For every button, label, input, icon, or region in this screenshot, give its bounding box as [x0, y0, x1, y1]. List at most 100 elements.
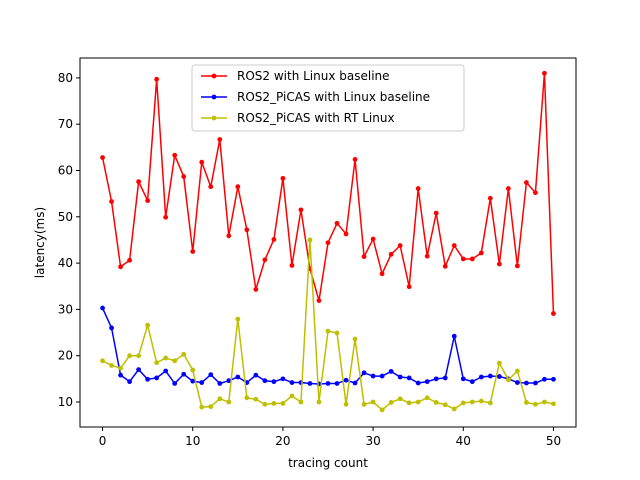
data-point [199, 159, 205, 165]
data-point [334, 381, 340, 386]
legend-label: ROS2 with Linux baseline [237, 69, 390, 83]
legend-box [191, 64, 465, 132]
axes: 0 10 20 30 40 50 10 20 30 40 50 60 70 80 [58, 57, 577, 448]
data-point [442, 263, 448, 269]
data-point [542, 399, 547, 405]
data-point [280, 175, 286, 181]
data-point [136, 179, 142, 185]
data-point [217, 381, 223, 386]
data-point [460, 400, 466, 406]
data-point [343, 231, 349, 237]
data-point [533, 380, 538, 386]
data-point [514, 380, 520, 385]
data-point [469, 256, 475, 262]
data-point [542, 70, 547, 76]
data-point [433, 400, 439, 405]
data-point [352, 336, 358, 342]
data-point [551, 311, 556, 316]
data-point [208, 184, 214, 190]
data-point [316, 298, 322, 303]
data-point [415, 399, 421, 405]
data-point [551, 401, 556, 407]
data-point [397, 396, 403, 402]
data-point [235, 374, 241, 380]
data-point [163, 368, 169, 374]
data-point [361, 401, 367, 407]
data-point [235, 316, 241, 322]
data-point [352, 156, 358, 162]
data-point [100, 155, 105, 160]
y-tick-label: 60 [58, 164, 73, 178]
data-point [496, 261, 502, 267]
data-point [298, 207, 304, 213]
data-point [226, 399, 232, 405]
data-point [271, 400, 277, 406]
data-point [289, 380, 295, 385]
data-point [343, 377, 349, 383]
legend: ROS2 with Linux baseline ROS2_PiCAS with … [191, 64, 465, 132]
data-point [217, 396, 223, 402]
data-point [235, 184, 241, 190]
data-point [244, 395, 250, 401]
data-point [370, 399, 376, 405]
data-point [406, 375, 412, 381]
legend-item: ROS2_PiCAS with RT Linux [201, 111, 395, 125]
data-point [190, 249, 196, 254]
x-tick-label: 0 [99, 434, 107, 448]
y-axis-title: latency(ms) [33, 207, 47, 278]
data-point [487, 400, 493, 406]
data-point [100, 358, 105, 364]
y-tick-label: 20 [58, 349, 73, 363]
data-point [289, 263, 295, 268]
data-point [469, 399, 475, 405]
data-point [190, 367, 196, 373]
y-tick-label: 40 [58, 256, 73, 270]
data-point [442, 402, 448, 408]
data-point [388, 400, 394, 405]
data-point [181, 174, 187, 179]
legend-item: ROS2 with Linux baseline [201, 69, 390, 83]
data-point [199, 404, 205, 410]
data-point [154, 76, 160, 82]
data-point [361, 254, 367, 260]
data-point [424, 253, 430, 259]
data-point [316, 399, 322, 405]
data-point [145, 198, 151, 204]
legend-label: ROS2_PiCAS with RT Linux [237, 111, 395, 125]
data-point [542, 376, 547, 382]
data-point [145, 322, 151, 328]
data-point [524, 180, 529, 185]
data-point [325, 328, 331, 334]
plot-area [100, 70, 556, 413]
data-point [100, 305, 105, 311]
data-point [136, 353, 142, 359]
data-point [478, 250, 484, 256]
data-point [397, 374, 403, 380]
data-point [217, 137, 223, 142]
data-point [424, 379, 430, 385]
data-point [172, 358, 178, 364]
data-point [163, 355, 169, 361]
data-point [379, 407, 385, 413]
data-point [478, 374, 484, 380]
x-tick-label: 20 [275, 434, 290, 448]
data-point [415, 380, 421, 386]
data-point [406, 400, 412, 406]
data-point [307, 237, 313, 243]
data-point [253, 372, 259, 378]
legend-swatch-marker [211, 115, 217, 121]
y-tick-label: 70 [58, 117, 73, 131]
data-point [226, 233, 232, 239]
data-point [307, 381, 313, 386]
data-point [496, 374, 502, 379]
data-point [451, 333, 457, 339]
data-point [181, 351, 187, 357]
data-point [190, 378, 196, 384]
data-point [118, 264, 123, 270]
y-tick-label: 50 [58, 210, 73, 224]
data-point [208, 404, 214, 410]
data-point [433, 376, 439, 382]
data-point [280, 400, 286, 406]
axes-frame [79, 57, 577, 428]
